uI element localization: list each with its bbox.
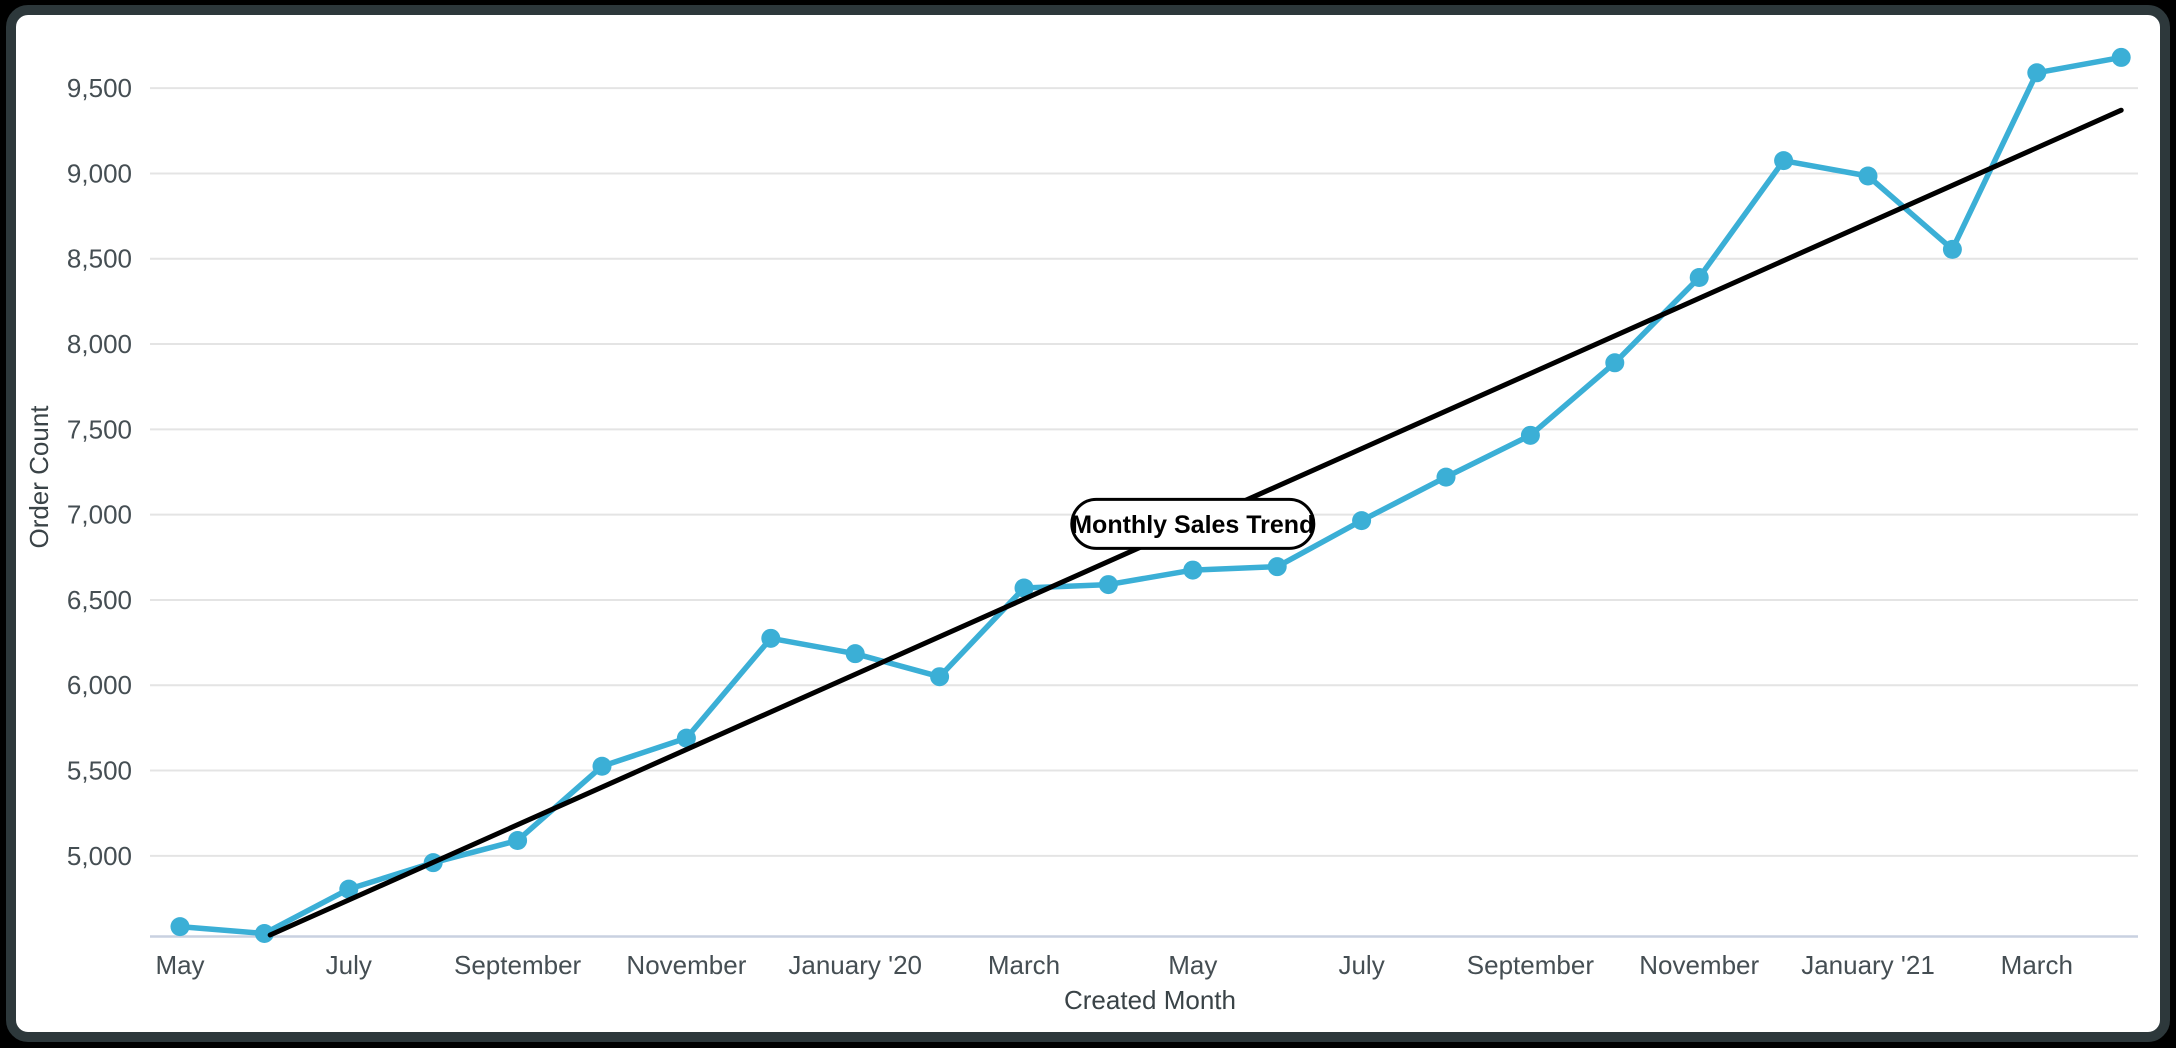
x-tick-label: January '21 [1801,950,1935,980]
data-point[interactable] [1014,578,1034,598]
data-point[interactable] [1942,239,1962,259]
x-tick-label: May [155,950,204,980]
x-tick-label: July [1338,950,1384,980]
data-point[interactable] [2111,47,2131,67]
y-tick-label: 8,500 [67,244,132,274]
data-point[interactable] [1858,166,1878,186]
y-tick-label: 6,500 [67,585,132,615]
x-tick-label: July [326,950,372,980]
data-point[interactable] [1436,467,1456,487]
data-point[interactable] [1520,425,1540,445]
x-tick-label: March [2001,950,2073,980]
x-tick-label: May [1168,950,1217,980]
y-tick-label: 7,000 [67,500,132,530]
y-tick-label: 9,500 [67,73,132,103]
trend-label-box [1070,497,1316,550]
data-point[interactable] [254,923,274,943]
x-tick-label: November [626,950,746,980]
data-point[interactable] [1098,575,1118,595]
y-tick-label: 5,000 [67,841,132,871]
y-tick-label: 7,500 [67,414,132,444]
data-point[interactable] [1774,151,1794,171]
data-point[interactable] [761,628,781,648]
data-point[interactable] [1183,560,1203,580]
x-tick-label: January '20 [788,950,922,980]
trend-label-text: Monthly Sales Trend [1071,511,1314,539]
data-point[interactable] [845,644,865,664]
data-point[interactable] [1352,511,1372,531]
trend-label-pill: Monthly Sales Trend [1070,497,1316,550]
data-point[interactable] [170,917,190,937]
data-point[interactable] [508,830,528,850]
data-point[interactable] [1267,557,1287,577]
x-tick-label: September [454,950,582,980]
data-point[interactable] [2027,63,2047,83]
data-point[interactable] [339,879,359,899]
y-tick-label: 9,000 [67,158,132,188]
x-axis-title: Created Month [1064,985,1236,1015]
sales-line [177,54,2124,937]
data-point[interactable] [930,667,950,687]
y-tick-label: 5,500 [67,756,132,786]
x-tick-label: September [1467,950,1595,980]
x-tick-label: March [988,950,1060,980]
y-tick-label: 8,000 [67,329,132,359]
data-point[interactable] [676,728,696,748]
data-point[interactable] [592,756,612,776]
y-tick-label: 6,000 [67,670,132,700]
x-tick-label: November [1639,950,1759,980]
data-point[interactable] [1605,353,1625,373]
y-axis-title: Order Count [24,405,54,549]
data-point[interactable] [1689,268,1709,288]
